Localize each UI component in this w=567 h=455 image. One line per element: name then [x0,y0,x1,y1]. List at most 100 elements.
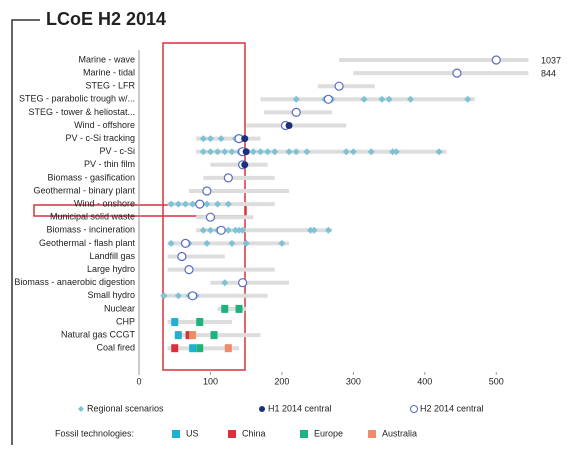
h2-marker [195,199,205,209]
row-label: Wind - onshore [74,198,135,208]
row-label: PV - thin film [84,159,135,169]
row-label: Municipal solid waste [50,212,135,222]
annotation: 1037 [541,55,561,65]
scenario-marker [228,148,236,156]
h2-marker [177,251,187,262]
legend-marker [259,406,265,412]
scenario-marker [278,239,286,247]
scenario-marker [310,226,318,234]
fossil-marker [171,318,179,326]
legend-label: Fossil technologies: [55,428,134,438]
x-tick-label: 300 [346,376,361,386]
scenario-marker [181,200,189,208]
scenario-marker [392,148,400,156]
row-label: STEG - tower & heliostat... [28,107,135,117]
row-label: Nuclear [104,303,135,313]
scenario-marker [199,226,207,234]
h1-marker [285,122,293,129]
legend-marker [78,406,84,412]
scenario-marker [206,226,214,234]
x-tick-label: 500 [489,376,504,386]
scenario-marker [231,226,239,234]
fossil-marker [171,344,179,353]
scenario-marker [235,226,243,234]
scenario-marker [203,200,211,208]
scenario-marker [306,226,314,234]
scenario-marker [217,135,225,143]
h2-marker [334,81,344,91]
h2-marker [184,265,194,275]
scenario-marker [389,148,397,156]
highlight-row [33,204,247,217]
scenario-marker [167,239,175,247]
h2-marker [291,107,301,118]
scenario-marker [199,135,207,143]
h2-marker [180,238,191,248]
row-label: Biomass - incineration [46,225,135,235]
row-label: Biomass - gasification [47,172,135,182]
fossil-marker [185,331,193,340]
fossil-marker [210,331,218,340]
scenario-marker [342,148,350,156]
scenario-marker [199,148,207,156]
legend-marker [228,430,236,438]
scenario-marker [303,148,311,156]
h1-marker [242,148,250,156]
scenario-marker [285,148,293,156]
legend-marker [410,405,418,413]
row-label: Small hydro [87,290,135,300]
row-label: Wind - offshore [74,120,135,130]
chart-title: LCoE H2 2014 [46,9,166,29]
row-label: STEG - LFR [85,81,135,91]
legend-label: US [186,428,199,438]
h1-marker [241,135,249,143]
x-tick-label: 0 [136,376,141,386]
legend-label: China [242,428,266,438]
row-label: PV - c-Si tracking [65,133,135,143]
legend-label: Australia [382,428,417,438]
fossil-marker [196,344,204,353]
h2-marker [202,186,212,196]
row-label: Marine - tidal [83,67,135,77]
legend-label: Regional scenarios [87,403,164,413]
x-tick-label: 400 [417,376,432,386]
h2-marker [323,94,333,104]
scenario-marker [324,226,332,234]
scenario-marker [206,148,214,156]
scenario-marker [239,226,247,234]
scenario-marker [292,148,300,156]
fossil-marker [235,304,243,313]
scenario-marker [367,148,375,156]
scenario-marker [214,148,222,156]
legend-label: H1 2014 central [268,403,332,413]
annotation: 844 [541,68,556,78]
h2-marker [187,291,198,301]
row-label: Landfill gas [89,251,135,261]
scenario-marker [385,95,393,103]
scenario-marker [214,200,222,208]
scenario-marker [206,135,214,143]
h2-marker [216,225,226,235]
scenario-marker [174,292,182,300]
scenario-marker [435,148,443,156]
scenario-marker [360,95,368,103]
fossil-marker [174,331,182,340]
scenario-marker [221,279,229,287]
row-label: PV - c-Si [99,146,135,156]
legend-marker [368,430,376,438]
row-label: Natural gas CCGT [61,329,136,339]
fossil-marker [189,344,197,353]
x-tick-label: 100 [203,376,218,386]
legend-label: Europe [314,428,343,438]
scenario-marker [407,95,415,103]
row-label: Marine - wave [78,54,135,64]
x-tick-label: 200 [274,376,289,386]
h2-marker [491,55,501,65]
fossil-marker [224,344,232,353]
legend-marker [172,430,180,438]
scenario-marker [174,200,182,208]
legend-marker [300,430,308,438]
highlight-box [162,42,246,371]
scenario-marker [271,148,279,156]
